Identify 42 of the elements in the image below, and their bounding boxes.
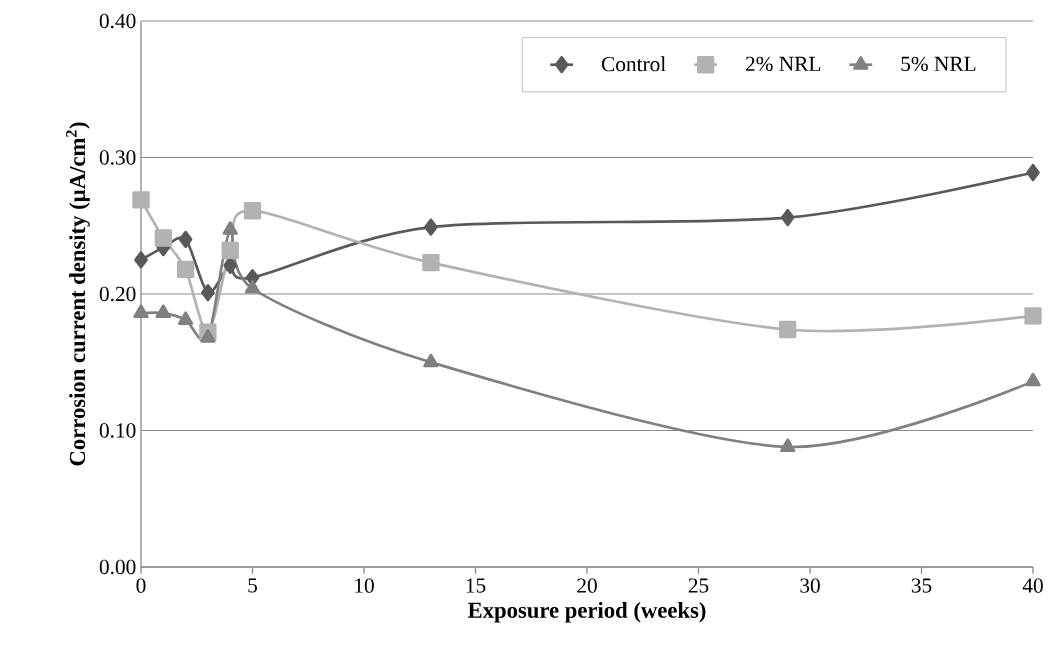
- point: [134, 251, 148, 269]
- point: [222, 221, 238, 235]
- x-tick-label: 0: [136, 578, 146, 593]
- point: [221, 241, 239, 259]
- point: [133, 304, 149, 319]
- x-tick-label: 20: [577, 578, 597, 593]
- point: [423, 353, 439, 368]
- point: [176, 260, 195, 279]
- point: [1025, 372, 1041, 387]
- point: [244, 279, 261, 294]
- point: [155, 304, 171, 319]
- point: [422, 253, 440, 272]
- y-tick-label: 0.00: [99, 559, 136, 575]
- y-axis-title: Corrosion current density (µA/cm$^{2}$): [66, 122, 90, 466]
- point: [177, 311, 194, 325]
- point: [132, 191, 150, 209]
- x-tick-label: 5: [248, 578, 257, 593]
- legend-label: Control: [601, 56, 666, 72]
- y-tick-label: 0.20: [99, 286, 136, 302]
- x-tick-label: 15: [466, 578, 486, 593]
- point: [1026, 163, 1040, 182]
- y-tick-label: 0.40: [99, 13, 136, 29]
- point: [780, 438, 796, 452]
- point: [1024, 307, 1042, 325]
- point: [780, 208, 795, 227]
- point: [243, 202, 262, 220]
- legend-label: 5% NRL: [901, 56, 976, 72]
- point: [178, 230, 193, 249]
- point: [200, 329, 216, 343]
- x-tick-label: 40: [1022, 578, 1043, 593]
- x-tick-label: 35: [911, 578, 932, 593]
- x-tick-label: 30: [800, 578, 820, 593]
- x-tick-label: 25: [688, 578, 709, 593]
- legend-label: 2% NRL: [745, 56, 821, 72]
- point: [424, 218, 438, 236]
- point: [154, 229, 172, 247]
- x-axis-title: Exposure period (weeks): [467, 601, 706, 623]
- point: [779, 320, 797, 339]
- x-tick-label: 10: [355, 578, 374, 593]
- y-tick-label: 0.10: [99, 423, 136, 438]
- y-tick-label: 0.30: [99, 150, 136, 165]
- point: [201, 283, 215, 302]
